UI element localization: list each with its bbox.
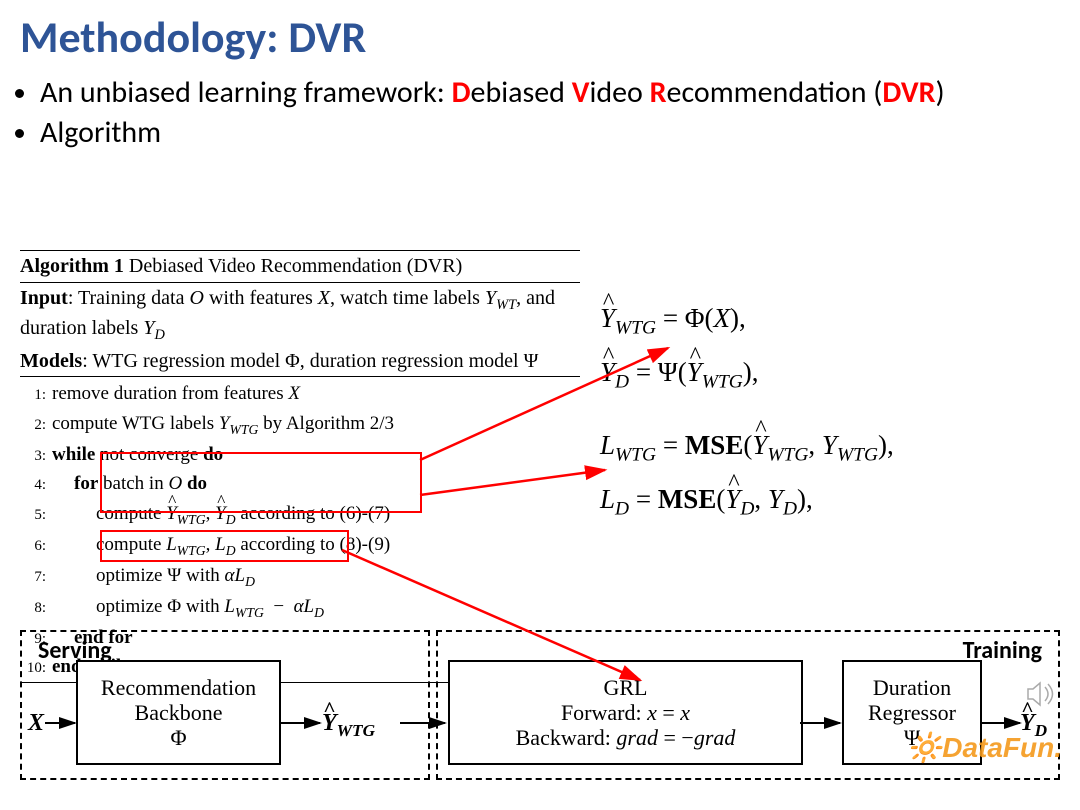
algo-models: Models: WTG regression model Φ, duration…	[20, 346, 580, 376]
algo-Psi: Ψ	[524, 350, 539, 372]
logo-text: DataFun	[942, 732, 1054, 763]
slide: Methodology: DVR An unbiased learning fr…	[0, 0, 1080, 810]
algo-header-rest: Debiased Video Recommendation (DVR)	[129, 255, 462, 277]
algo-Phi: Φ	[285, 350, 300, 372]
bullet-1-D: D	[452, 74, 471, 111]
node-backbone-l3: Φ	[78, 725, 279, 750]
step-text: remove duration from features X	[52, 379, 580, 408]
bullet-1-DVR: DVR	[882, 74, 935, 111]
algo-YWT-y: Y	[485, 287, 496, 309]
algo-X: X	[318, 287, 330, 309]
algo-input-label: Input	[20, 287, 68, 309]
node-backbone-l2: Backbone	[78, 700, 279, 725]
node-grl: GRL Forward: x = x Backward: grad = −gra…	[448, 660, 803, 765]
step-num: 3:	[20, 445, 52, 468]
eq-3: LWTG = MSE(YWTG, YWTG),	[600, 423, 1060, 471]
algo-models-t1: : WTG regression model	[82, 350, 285, 372]
algo-input-t2: with features	[204, 287, 318, 309]
algo-step-8: 8:optimize Φ with LWTG − αLD	[20, 592, 580, 623]
bullet-list: An unbiased learning framework: Debiased…	[40, 74, 1060, 151]
algo-header: Algorithm 1 Debiased Video Recommendatio…	[20, 251, 580, 282]
algo-step-7: 7:optimize Ψ with αLD	[20, 561, 580, 592]
bullet-1-open: (	[866, 74, 882, 111]
node-grl-l1: GRL	[450, 675, 801, 700]
bullet-1-V: V	[572, 74, 590, 111]
step-num: 8:	[20, 597, 52, 620]
step-num: 5:	[20, 504, 52, 527]
algo-YWT-sub: WT	[496, 297, 516, 313]
step-num: 7:	[20, 566, 52, 589]
algo-models-t2: , duration regression model	[300, 350, 524, 372]
algo-step-2: 2:compute WTG labels YWTG by Algorithm 2…	[20, 409, 580, 440]
step-text: compute WTG labels YWTG by Algorithm 2/3	[52, 409, 580, 440]
bullet-1: An unbiased learning framework: Debiased…	[40, 74, 1060, 112]
step-num: 4:	[20, 474, 52, 497]
eq-2: YD = Ψ(YWTG),	[600, 350, 1060, 398]
eq-1: YWTG = Φ(X),	[600, 296, 1060, 344]
equations: YWTG = Φ(X), YD = Ψ(YWTG), LWTG = MSE(YW…	[600, 290, 1060, 532]
highlight-box-2	[100, 530, 349, 562]
bullet-1-prefix: An unbiased learning framework:	[40, 74, 452, 111]
algo-header-bold: Algorithm 1	[20, 255, 129, 277]
step-num: 2:	[20, 414, 52, 437]
diagram-X: X	[28, 710, 44, 737]
eq-4: LD = MSE(YD, YD),	[600, 477, 1060, 525]
bullet-1-close: )	[935, 74, 944, 111]
algo-input-t1: : Training data	[68, 287, 190, 309]
highlight-box-1	[100, 452, 422, 513]
step-text: optimize Ψ with αLD	[52, 561, 580, 592]
step-num: 1:	[20, 384, 52, 407]
datafun-logo: 🔆DataFun.	[907, 731, 1062, 764]
bullet-1-ideo: ideo	[589, 74, 649, 111]
algo-YD-y: Y	[143, 317, 154, 339]
bullet-1-ecom: ecommendation	[667, 74, 867, 111]
algo-O: O	[189, 287, 203, 309]
diagram-Yhat: YWTG	[322, 710, 375, 741]
step-num: 6:	[20, 535, 52, 558]
node-backbone: Recommendation Backbone Φ	[76, 660, 281, 765]
bullet-1-ebiased: ebiased	[471, 74, 572, 111]
bullet-2: Algorithm	[40, 114, 1060, 152]
algo-YD: YD	[143, 317, 165, 339]
algo-models-label: Models	[20, 350, 82, 372]
algo-input-t3: , watch time labels	[330, 287, 485, 309]
slide-title: Methodology: DVR	[20, 10, 1060, 64]
node-grl-l3: Backward: grad = −grad	[450, 725, 801, 750]
speaker-icon	[1026, 681, 1056, 712]
step-text: optimize Φ with LWTG − αLD	[52, 592, 580, 623]
algo-YWT: YWT	[485, 287, 516, 309]
algo-YD-sub: D	[154, 327, 164, 343]
bullet-1-R: R	[650, 74, 667, 111]
node-grl-l2: Forward: x = x	[450, 700, 801, 725]
node-dur-l2: Regressor	[844, 700, 980, 725]
node-backbone-l1: Recommendation	[78, 675, 279, 700]
algo-step-1: 1:remove duration from features X	[20, 379, 580, 408]
algo-input: Input: Training data O with features X, …	[20, 283, 580, 346]
architecture-diagram: Serving Training X Recommendation Backbo…	[20, 620, 1060, 790]
node-dur-l1: Duration	[844, 675, 980, 700]
